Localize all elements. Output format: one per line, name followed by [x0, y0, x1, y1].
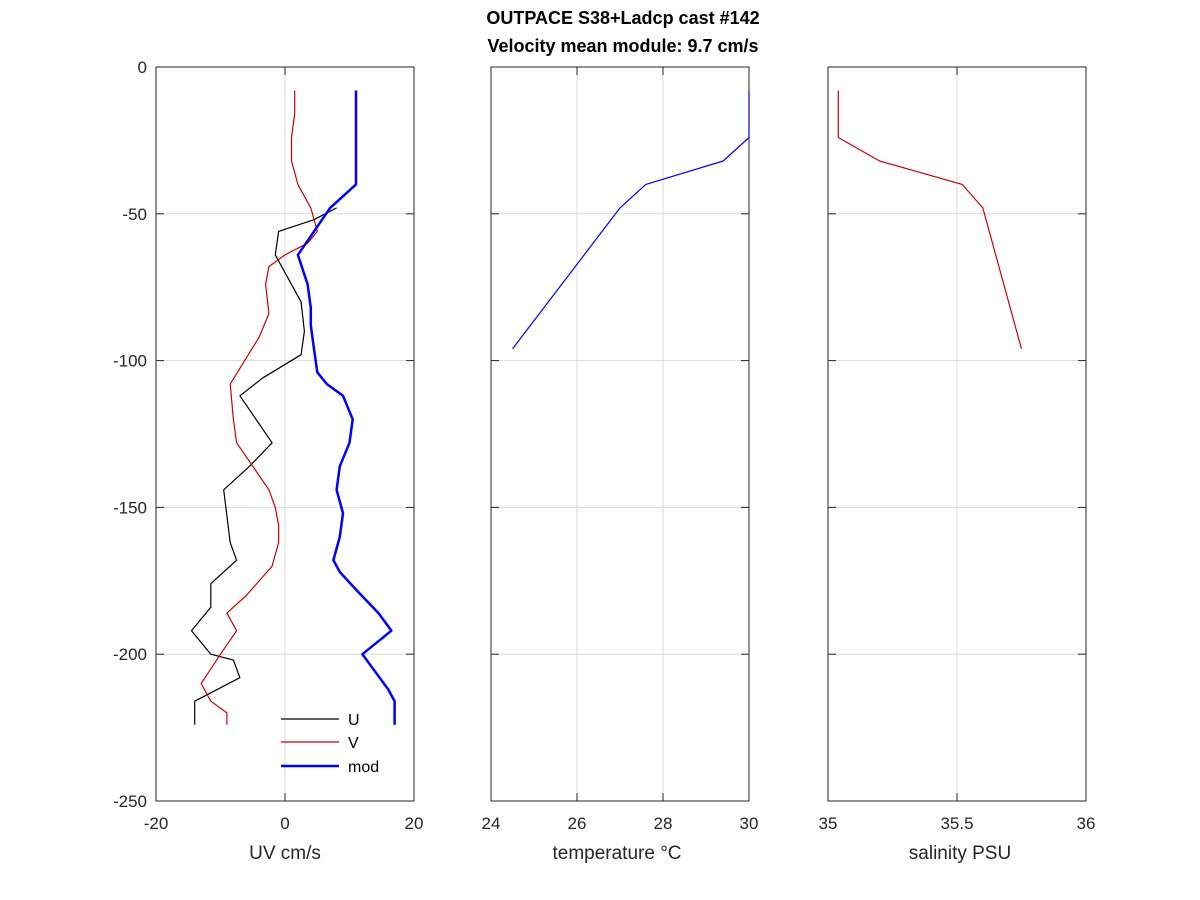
- uv-panel: 0-50-100-150-200-250-20 0 20 UV cm/s U V m…: [113, 58, 423, 864]
- temperature-grid: [491, 67, 749, 801]
- uv-ytick-label: -100: [113, 352, 147, 371]
- salinity-panel: 35 35.5 36 salinity PSU: [819, 66, 1096, 864]
- figure-title-line-2: Velocity mean module: 9.7 cm/s: [487, 36, 758, 56]
- legend-label-u: U: [348, 712, 360, 729]
- uv-series-lines: [190, 90, 396, 725]
- temperature-axes-box: [490, 66, 750, 802]
- uv-ytick-label: -250: [113, 792, 147, 811]
- uv-tick-labels: 0-50-100-150-200-250-20 0 20: [113, 58, 423, 833]
- salinity-ticks: [827, 66, 1087, 802]
- uv-ytick-label: 0: [138, 58, 147, 77]
- temperature-xlabel: temperature °C: [552, 843, 681, 864]
- figure-title-line-1: OUTPACE S38+Ladcp cast #142: [486, 8, 759, 28]
- salinity-xtick-label: 35.5: [940, 814, 973, 833]
- uv-xtick-label: -20: [144, 814, 169, 833]
- uv-ticks: [155, 66, 415, 802]
- legend-label-mod: mod: [348, 759, 379, 776]
- uv-xlabel: UV cm/s: [249, 843, 321, 864]
- temperature-xtick-label: 26: [568, 814, 587, 833]
- temperature-xtick-label: 24: [482, 814, 501, 833]
- temperature-ticks: [490, 66, 750, 802]
- temperature-xtick-label: 30: [740, 814, 759, 833]
- salinity-xlabel: salinity PSU: [909, 843, 1011, 864]
- uv-series-u-line: [190, 207, 337, 725]
- uv-ytick-label: -50: [122, 205, 147, 224]
- temperature-tick-labels: 24 26 28 30: [482, 814, 759, 833]
- temperature-series-series-0-line: [512, 90, 750, 350]
- temperature-series-lines: [512, 90, 750, 350]
- temperature-panel: 24 26 28 30 temperature °C: [482, 66, 759, 864]
- uv-ytick-label: -200: [113, 645, 147, 664]
- salinity-series-lines: [837, 90, 1023, 350]
- salinity-xtick-label: 36: [1077, 814, 1096, 833]
- uv-xtick-label: 20: [405, 814, 424, 833]
- uv-series-v-line: [200, 90, 318, 725]
- uv-series-mod-line: [296, 90, 396, 725]
- temperature-xtick-label: 28: [654, 814, 673, 833]
- uv-xtick-label: 0: [280, 814, 289, 833]
- salinity-series-series-0-line: [837, 90, 1023, 350]
- uv-grid: [156, 67, 414, 801]
- salinity-xtick-label: 35: [819, 814, 838, 833]
- salinity-grid: [828, 67, 1086, 801]
- uv-ytick-label: -150: [113, 498, 147, 517]
- legend-label-v: V: [348, 735, 359, 752]
- uv-legend: U V mod: [281, 712, 379, 776]
- salinity-tick-labels: 35 35.5 36: [819, 814, 1096, 833]
